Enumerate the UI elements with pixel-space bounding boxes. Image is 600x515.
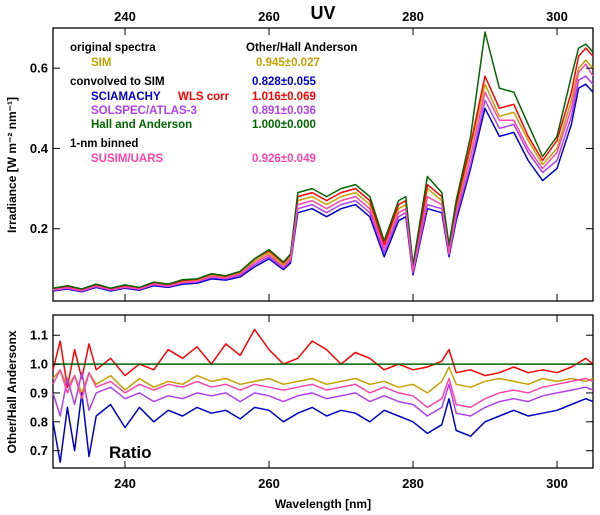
legend: original spectra Other/Hall Anderson SIM… [70, 42, 357, 165]
legend-label-hall: Hall and Anderson [91, 119, 192, 131]
legend-label-wls: WLS corr [178, 91, 230, 103]
spectra-x-tick-label-top: 300 [546, 9, 568, 24]
ratio-y-tick-label: 1.0 [30, 357, 48, 372]
ratio-y-tick-label: 0.8 [30, 414, 48, 429]
legend-label-susim: SUSIM/UARS [91, 153, 164, 165]
spectra-plot-frame [52, 27, 594, 302]
ratio-y-tick-label: 0.7 [30, 443, 48, 458]
legend-value-sciamachy: 0.828±0.055 [252, 76, 316, 88]
ratio-x-tick-label: 300 [546, 476, 568, 491]
spectra-series-hall-and-anderson [52, 31, 594, 290]
spectra-y-axis-title: Irradiance [W m⁻² nm⁻¹] [5, 97, 19, 233]
spectra-y-ticks: 0.2 0.4 0.6 [30, 61, 593, 236]
ratio-plot-frame [52, 314, 594, 469]
legend-heading-original: original spectra [70, 42, 156, 54]
ratio-series-sciamachy [52, 392, 594, 463]
spectra-x-ticks: 240 260 280 300 [114, 9, 568, 301]
legend-label-sim: SIM [91, 57, 111, 69]
legend-heading-ratio: Other/Hall Anderson [246, 42, 357, 54]
spectra-title: UV [310, 3, 335, 23]
spectra-x-tick-label-top: 260 [258, 9, 280, 24]
legend-value-wls: 1.016±0.069 [252, 91, 316, 103]
spectra-x-tick-label-top: 280 [402, 9, 424, 24]
spectra-panel: 240 260 280 300 0.2 0.4 0.6 UV Irradiance [W … [5, 3, 594, 302]
legend-label-sciamachy: SCIAMACHY [91, 91, 161, 103]
spectra-x-tick-label-top: 240 [114, 9, 136, 24]
x-axis-title: Wavelength [nm] [275, 497, 371, 511]
ratio-y-axis-title: Other/Hall Andersonx [5, 330, 19, 453]
ratio-panel-label: Ratio [109, 443, 152, 462]
legend-value-susim: 0.926±0.049 [252, 153, 316, 165]
legend-value-solspec: 0.891±0.036 [252, 105, 316, 117]
ratio-x-tick-label: 280 [402, 476, 424, 491]
ratio-x-tick-label: 260 [258, 476, 280, 491]
ratio-series-sim [52, 366, 594, 394]
ratio-x-tick-label: 240 [114, 476, 136, 491]
ratio-y-tick-label: 1.1 [30, 328, 48, 343]
ratio-series-susim-uars [52, 369, 594, 409]
legend-value-sim: 0.945±0.027 [256, 57, 320, 69]
ratio-y-ticks: 0.7 0.8 0.9 1.0 1.1 [30, 328, 593, 458]
legend-value-hall: 1.000±0.000 [252, 119, 316, 131]
spectra-series-group [52, 31, 594, 293]
legend-label-solspec: SOLSPEC/ATLAS-3 [91, 105, 197, 117]
ratio-x-ticks: 240 260 280 300 [114, 315, 568, 491]
spectra-y-tick-label: 0.6 [30, 61, 48, 76]
spectra-y-tick-label: 0.2 [30, 221, 48, 236]
ratio-panel: 240 260 280 300 0.7 0.8 0.9 1.0 1.1 Ratio Other… [5, 314, 594, 511]
ratio-series-group [52, 328, 594, 463]
ratio-series-wls-corr [52, 328, 594, 388]
ratio-series-solspec-atlas-3 [52, 371, 594, 417]
spectra-y-tick-label: 0.4 [30, 141, 49, 156]
spectra-series-susim-uars [52, 63, 594, 292]
legend-heading-binned: 1-nm binned [70, 138, 138, 150]
ratio-y-tick-label: 0.9 [30, 385, 48, 400]
legend-heading-convolved: convolved to SIM [70, 76, 165, 88]
spectra-series-sciamachy [52, 83, 594, 293]
